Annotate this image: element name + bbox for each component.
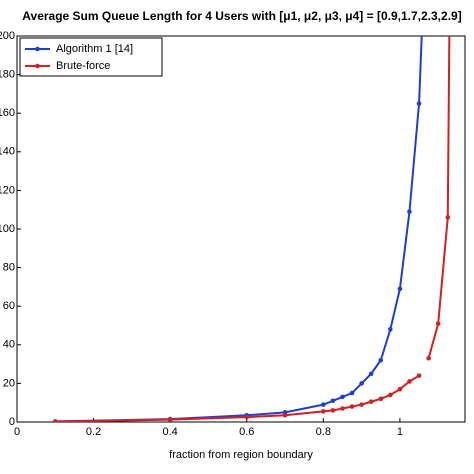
- legend-marker: [35, 63, 40, 69]
- data-point: [397, 386, 403, 392]
- data-point: [321, 402, 326, 407]
- data-point: [435, 321, 441, 326]
- y-tick-label: 0: [9, 416, 15, 428]
- data-point: [340, 394, 345, 400]
- data-point: [407, 379, 412, 384]
- legend-box: [19, 37, 163, 77]
- x-tick-label: 0.6: [239, 426, 254, 438]
- x-axis-label: fraction from region boundary: [169, 449, 313, 461]
- data-point: [349, 390, 355, 396]
- data-point: [52, 419, 58, 422]
- data-point: [330, 398, 336, 404]
- data-point: [388, 392, 393, 398]
- y-tick-label: 60: [3, 300, 15, 312]
- data-point: [416, 373, 422, 378]
- data-point: [397, 286, 403, 292]
- x-tick-label: 0: [14, 426, 20, 438]
- legend-marker: [35, 46, 40, 52]
- data-point: [321, 409, 326, 414]
- legend-label: Algorithm 1 [14]: [56, 43, 133, 55]
- y-tick-label: 120: [0, 184, 15, 196]
- x-tick-label: 0.2: [86, 426, 101, 438]
- data-point: [445, 215, 451, 220]
- data-point: [359, 381, 364, 386]
- data-point: [359, 402, 364, 407]
- data-point: [244, 414, 250, 420]
- y-tick-label: 200: [0, 30, 15, 42]
- series-line: [55, 36, 423, 422]
- y-tick-label: 160: [0, 107, 15, 119]
- data-point: [368, 371, 374, 377]
- y-tick-label: 40: [3, 339, 15, 351]
- data-point: [407, 209, 412, 214]
- x-tick-label: 0.8: [316, 426, 331, 438]
- plot-frame: [16, 35, 466, 423]
- data-point: [282, 412, 288, 418]
- data-point: [340, 406, 345, 411]
- x-tick-label: 1: [397, 426, 403, 438]
- data-point: [416, 101, 422, 106]
- y-tick-label: 180: [0, 69, 15, 81]
- data-point: [378, 357, 384, 363]
- y-tick-label: 80: [3, 262, 15, 274]
- data-point: [368, 399, 374, 405]
- data-point: [330, 408, 336, 413]
- data-point: [426, 356, 431, 361]
- plot-area: [52, 36, 451, 422]
- data-point: [349, 404, 355, 409]
- y-tick-label: 100: [0, 223, 15, 235]
- chart-title: Average Sum Queue Length for 4 Users wit…: [22, 9, 461, 23]
- y-tick-label: 140: [0, 146, 15, 158]
- data-point: [167, 417, 173, 422]
- x-tick-label: 0.4: [163, 426, 178, 438]
- y-tick-label: 20: [3, 377, 15, 389]
- data-point: [388, 327, 393, 332]
- legend-label: Brute-force: [56, 60, 110, 72]
- data-point: [378, 396, 384, 402]
